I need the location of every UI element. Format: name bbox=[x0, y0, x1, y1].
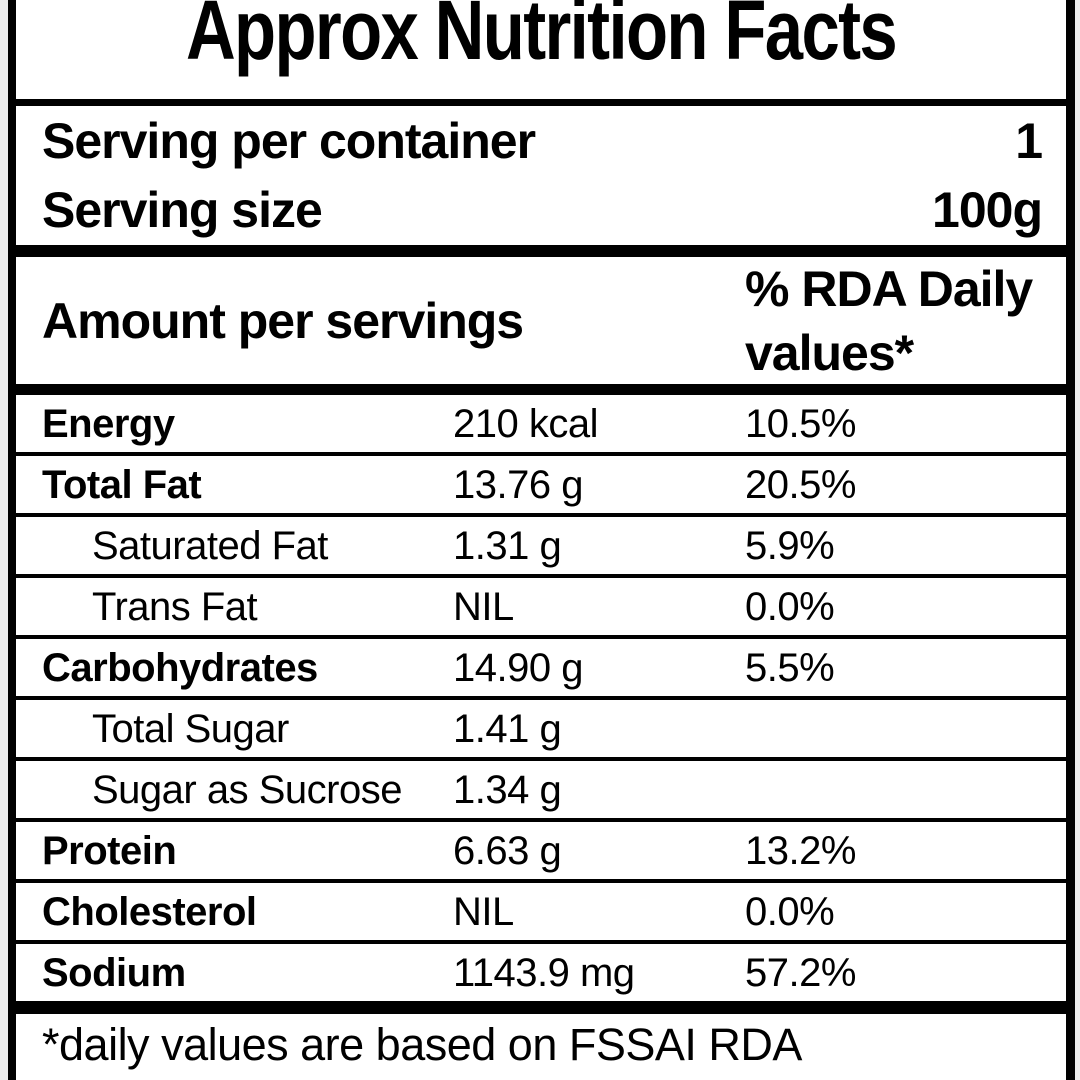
nutrition-row: Sugar as Sucrose 1.34 g bbox=[16, 761, 1066, 822]
footnote: *daily values are based on FSSAI RDA bbox=[42, 1019, 802, 1070]
nutrition-row: Total Sugar 1.41 g bbox=[16, 700, 1066, 761]
nutrient-name: Sugar as Sucrose bbox=[92, 767, 402, 812]
nutrient-name: Cholesterol bbox=[42, 889, 257, 934]
footnote-divider bbox=[16, 1001, 1066, 1014]
nutrient-rda: 0.0% bbox=[745, 889, 835, 934]
nutrient-rda: 20.5% bbox=[745, 462, 856, 507]
nutrient-amount: 13.76 g bbox=[453, 462, 583, 507]
nutrition-row: Total Fat 13.76 g 20.5% bbox=[16, 456, 1066, 517]
nutrient-amount: NIL bbox=[453, 889, 514, 934]
page-title: Approx Nutrition Facts bbox=[185, 0, 898, 77]
serving-value: 1 bbox=[1015, 112, 1043, 169]
right-edge-margin bbox=[1075, 0, 1080, 1080]
nutrient-amount: 1.34 g bbox=[453, 767, 562, 812]
nutrition-row: Protein 6.63 g 13.2% bbox=[16, 822, 1066, 883]
nutrition-row: Trans Fat NIL 0.0% bbox=[16, 578, 1066, 639]
serving-section: Serving per container 1 Serving size 100g bbox=[16, 106, 1066, 245]
nutrient-amount: 14.90 g bbox=[453, 645, 583, 690]
nutrition-row: Energy 210 kcal 10.5% bbox=[16, 395, 1066, 456]
amount-column-header: Amount per servings bbox=[42, 293, 524, 349]
nutrition-row: Saturated Fat 1.31 g 5.9% bbox=[16, 517, 1066, 578]
nutrient-rda: 5.9% bbox=[745, 523, 835, 568]
nutrient-amount: 6.63 g bbox=[453, 828, 562, 873]
nutrient-amount: 1.41 g bbox=[453, 706, 562, 751]
nutrient-name: Total Fat bbox=[42, 462, 202, 507]
nutrient-amount: 1.31 g bbox=[453, 523, 562, 568]
serving-divider bbox=[16, 245, 1066, 257]
serving-row: Serving size 100g bbox=[42, 182, 1043, 239]
nutrition-row: Cholesterol NIL 0.0% bbox=[16, 883, 1066, 944]
header-divider bbox=[16, 384, 1066, 395]
nutrient-name: Trans Fat bbox=[92, 584, 258, 629]
nutrient-name: Saturated Fat bbox=[92, 523, 328, 568]
nutrition-rows: Energy 210 kcal 10.5% Total Fat 13.76 g 20.5%… bbox=[16, 395, 1066, 1001]
nutrient-rda: 57.2% bbox=[745, 950, 856, 995]
nutrient-rda: 0.0% bbox=[745, 584, 835, 629]
nutrient-amount: NIL bbox=[453, 584, 514, 629]
nutrient-name: Carbohydrates bbox=[42, 645, 318, 690]
nutrient-amount: 210 kcal bbox=[453, 401, 598, 446]
serving-value: 100g bbox=[932, 182, 1043, 239]
rda-column-header: % RDA Daily values* bbox=[745, 261, 1033, 381]
column-header-row: Amount per servings % RDA Daily values* bbox=[16, 257, 1066, 384]
nutrient-rda: 13.2% bbox=[745, 828, 856, 873]
title-row: Approx Nutrition Facts bbox=[16, 0, 1066, 99]
serving-label: Serving size bbox=[42, 182, 323, 239]
nutrition-row: Carbohydrates 14.90 g 5.5% bbox=[16, 639, 1066, 700]
left-edge-margin bbox=[0, 0, 8, 1080]
serving-row: Serving per container 1 bbox=[42, 112, 1043, 169]
nutrient-rda: 5.5% bbox=[745, 645, 835, 690]
nutrition-label: Approx Nutrition Facts Serving per conta… bbox=[8, 0, 1075, 1080]
nutrient-name: Total Sugar bbox=[92, 706, 289, 751]
nutrient-amount: 1143.9 mg bbox=[453, 950, 635, 995]
nutrient-rda: 10.5% bbox=[745, 401, 856, 446]
nutrient-name: Energy bbox=[42, 401, 175, 446]
nutrient-name: Sodium bbox=[42, 950, 186, 995]
nutrition-row: Sodium 1143.9 mg 57.2% bbox=[16, 944, 1066, 1001]
title-divider bbox=[16, 99, 1066, 106]
serving-label: Serving per container bbox=[42, 112, 536, 169]
nutrient-name: Protein bbox=[42, 828, 177, 873]
